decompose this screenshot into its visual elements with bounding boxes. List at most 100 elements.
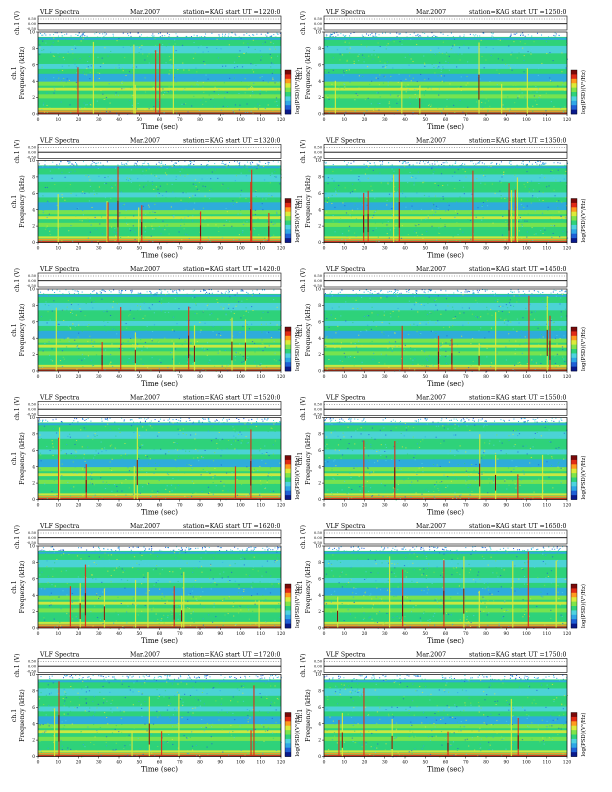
spectrum-speck	[84, 74, 86, 76]
spectrum-speck	[486, 356, 488, 358]
spectrum-speck	[195, 328, 197, 330]
spectrum-speck	[225, 472, 228, 474]
spectrum-speck	[516, 57, 518, 59]
spectrum-speck	[160, 90, 163, 92]
x-tick-label: 120	[277, 504, 286, 509]
spectrum-speck	[382, 460, 384, 462]
spectrum-speck	[46, 177, 48, 179]
spectrum-speck	[486, 424, 488, 426]
spectrum-speck	[274, 440, 276, 442]
spectrum-speck	[236, 66, 238, 68]
spectrum-speck	[356, 466, 358, 468]
frequency-band	[324, 320, 567, 326]
spectrum-speck	[338, 221, 340, 223]
spectrum-speck	[60, 101, 62, 103]
spectrum-speck	[340, 218, 342, 220]
spectrum-speck	[519, 216, 521, 218]
spectrum-speck	[427, 322, 429, 324]
spectrum-speck	[401, 39, 404, 41]
spectrum-speck	[371, 471, 373, 473]
spectrum-speck	[184, 233, 187, 235]
spectrum-speck	[210, 440, 213, 442]
spectrum-speck	[121, 67, 124, 69]
noise-speck	[555, 33, 557, 35]
noise-speck	[525, 164, 527, 166]
spectrum-speck	[40, 240, 42, 242]
spectrum-speck	[538, 182, 540, 184]
spectrum-speck	[194, 52, 196, 54]
spectrum-speck	[39, 330, 41, 332]
noise-speck	[189, 164, 191, 166]
spectrum-speck	[72, 52, 74, 54]
noise-speck	[463, 421, 465, 423]
spectrum-speck	[549, 77, 551, 79]
spectrum-speck	[200, 45, 202, 47]
spectrum-speck	[158, 368, 161, 370]
spectrum-speck	[493, 482, 495, 484]
x-tick-label: 10	[341, 247, 347, 252]
spectrum-speck	[361, 54, 364, 56]
spectrum-speck	[508, 435, 510, 437]
spectrum-speck	[254, 228, 256, 230]
colorbar-segment	[285, 327, 291, 332]
noise-speck	[524, 417, 526, 419]
spectrum-speck	[557, 85, 559, 87]
spectrum-speck	[431, 168, 433, 170]
sferic-event	[134, 84, 136, 114]
spectrum-speck	[225, 208, 227, 210]
noise-speck	[235, 34, 237, 36]
spectrum-speck	[521, 92, 523, 94]
spectrum-speck	[404, 196, 407, 198]
spectrum-speck	[409, 54, 411, 56]
noise-speck	[380, 290, 382, 292]
spectrum-speck	[88, 324, 90, 326]
noise-speck	[231, 289, 233, 291]
spectrum-speck	[379, 45, 381, 47]
spectrum-speck	[361, 344, 363, 346]
noise-speck	[68, 162, 70, 164]
spectrum-speck	[139, 447, 141, 449]
noise-speck	[45, 34, 47, 36]
noise-speck	[387, 291, 389, 293]
spectrum-speck	[62, 56, 65, 58]
spectrum-speck	[547, 206, 549, 208]
spectrum-speck	[333, 478, 335, 480]
spectrum-speck	[54, 217, 56, 219]
spectrum-speck	[468, 314, 470, 316]
spectrum-speck	[200, 329, 202, 331]
spectrum-speck	[252, 112, 254, 114]
spectrum-speck	[148, 108, 150, 110]
frequency-band	[324, 302, 567, 311]
spectrum-speck	[118, 37, 120, 39]
spectrum-speck	[393, 190, 396, 192]
spectrum-speck	[248, 328, 251, 330]
spectrum-speck	[112, 306, 114, 308]
spectrum-speck	[136, 363, 138, 365]
spectrum-speck	[521, 352, 523, 354]
noise-speck	[69, 162, 71, 164]
colorbar-segment	[571, 87, 577, 93]
spectrum-speck	[240, 194, 242, 196]
colorbar-segment	[285, 490, 291, 496]
spectrum-speck	[157, 340, 159, 342]
spectrum-speck	[89, 297, 91, 299]
spectrum-speck	[175, 197, 177, 199]
noise-speck	[231, 32, 233, 34]
spectrum-speck	[141, 443, 143, 445]
spectrum-speck	[151, 181, 153, 183]
spectrum-speck	[259, 364, 261, 366]
spectrum-speck	[264, 487, 267, 489]
spectrum-speck	[246, 337, 248, 339]
spectrum-speck	[76, 472, 78, 474]
spectrum-speck	[563, 76, 565, 78]
spectrum-speck	[88, 55, 90, 57]
spectrum-speck	[202, 311, 204, 313]
spectrum-speck	[426, 359, 429, 361]
spectrum-speck	[476, 90, 478, 92]
spectra-panel-1: VLF Spectra Mar.2007 station=KAG start UT …	[11, 9, 301, 131]
spectrum-speck	[259, 465, 261, 467]
spectrum-speck	[135, 66, 138, 68]
spectrum-speck	[464, 463, 466, 465]
spectrum-speck	[104, 98, 106, 100]
spectrum-speck	[560, 481, 562, 483]
